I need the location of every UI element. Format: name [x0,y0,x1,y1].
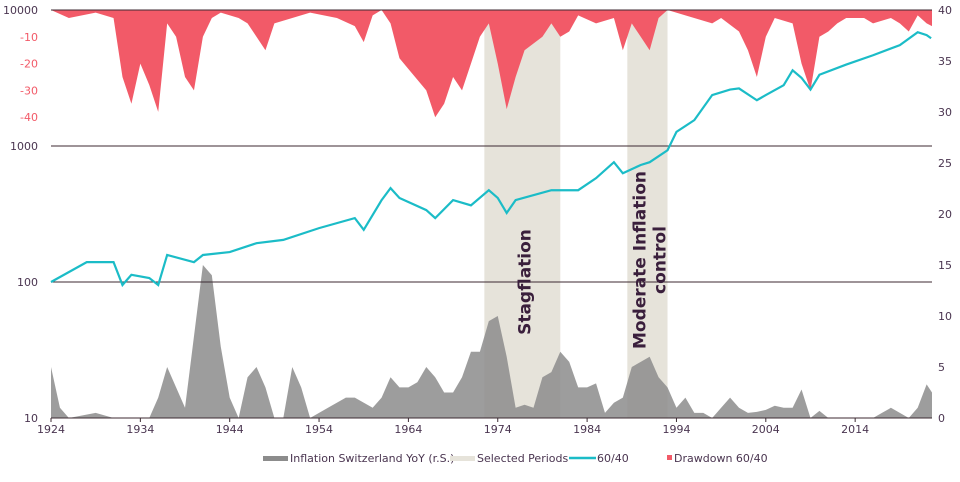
x-tick-label: 1944 [216,423,244,436]
right-tick-label: 35 [938,55,952,68]
right-tick-label: 15 [938,259,952,272]
drawdown-tick-label: -40 [20,111,38,124]
legend-swatch [263,456,288,461]
legend-label: Drawdown 60/40 [674,452,768,465]
legend-label: 60/40 [597,452,629,465]
x-tick-label: 1934 [126,423,154,436]
right-tick-label: 5 [938,361,945,374]
left-tick-label: 1000 [10,140,38,153]
left-tick-label: 10000 [3,4,38,17]
drawdown-tick-label: -30 [20,84,38,97]
right-tick-label: 20 [938,208,952,221]
x-tick-label: 1994 [662,423,690,436]
legend-swatch [450,456,475,461]
left-tick-label: 10 [24,412,38,425]
right-tick-label: 10 [938,310,952,323]
period-label-moderate-inflation: Moderate Inflationcontrol [630,171,670,349]
drawdown-tick-label: -10 [20,31,38,44]
drawdown-area [51,10,932,118]
x-tick-label: 1984 [573,423,601,436]
legend-label: Inflation Switzerland YoY (r.S.) [290,452,454,465]
x-tick-label: 2004 [752,423,780,436]
x-tick-label: 1954 [305,423,333,436]
right-tick-label: 0 [938,412,945,425]
drawdown-tick-label: -20 [20,58,38,71]
right-tick-label: 30 [938,106,952,119]
x-tick-label: 2014 [841,423,869,436]
period-label-stagflation: Stagflation [515,229,535,335]
inflation-area [51,265,932,418]
left-tick-label: 100 [17,276,38,289]
line-60-40 [50,31,932,288]
legend-swatch [667,455,672,460]
right-tick-label: 25 [938,157,952,170]
selected-period [627,10,668,418]
x-tick-label: 1924 [37,423,65,436]
x-tick-label: 1964 [394,423,422,436]
legend-label: Selected Periods [477,452,568,465]
right-tick-label: 40 [938,4,952,17]
x-tick-label: 1974 [484,423,512,436]
